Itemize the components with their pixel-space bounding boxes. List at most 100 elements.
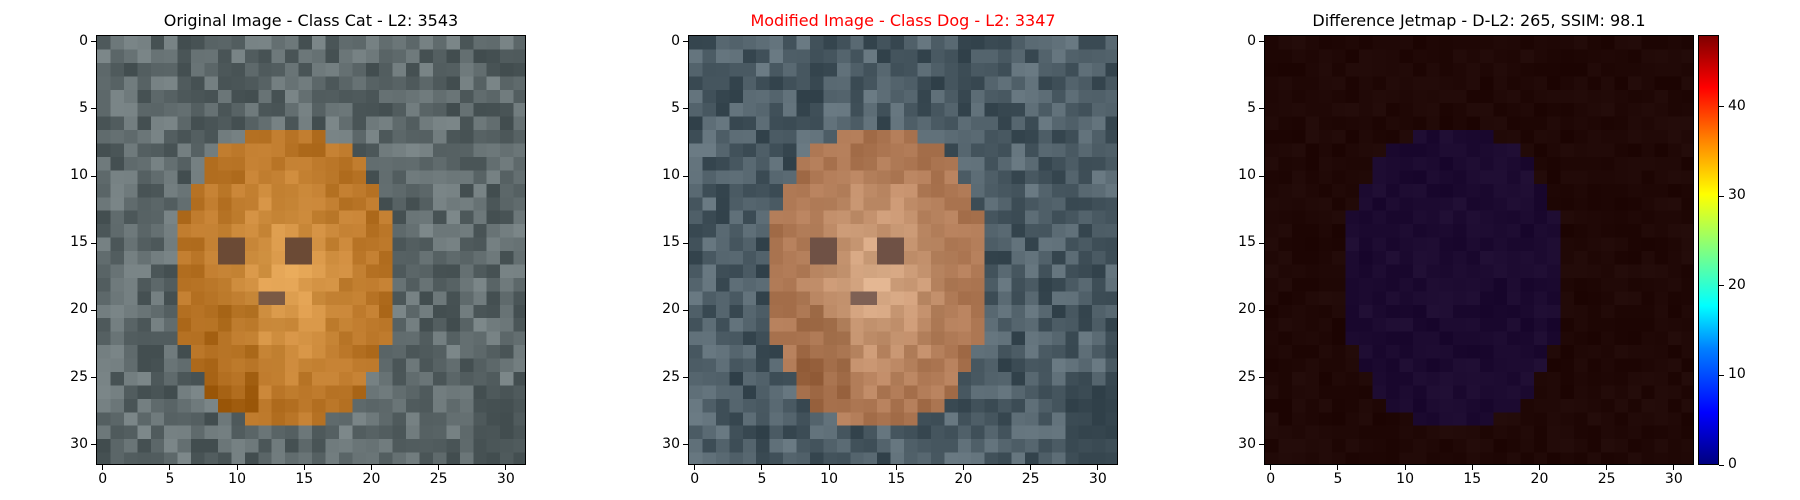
pixel-cell (500, 345, 514, 359)
x-tick (1030, 465, 1032, 470)
pixel-cell (930, 224, 945, 238)
pixel-cell (379, 398, 393, 413)
pixel-cell (1426, 439, 1440, 453)
pixel-cell (1506, 130, 1521, 144)
pixel-cell (379, 197, 393, 211)
pixel-cell (890, 425, 905, 440)
pixel-cell (1668, 62, 1682, 77)
pixel-cell (1453, 277, 1467, 292)
pixel-cell (1480, 318, 1494, 332)
pixel-cell (1011, 277, 1026, 292)
pixel-cell (1547, 304, 1561, 319)
pixel-cell (123, 439, 138, 453)
pixel-cell (392, 439, 407, 453)
pixel-cell (1105, 439, 1117, 453)
pixel-cell (904, 49, 918, 64)
pixel-cell (890, 130, 905, 144)
pixel-cell (783, 251, 797, 265)
pixel-cell (1265, 116, 1279, 131)
pixel-cell (137, 89, 152, 104)
pixel-cell (1011, 318, 1026, 332)
pixel-cell (1627, 264, 1642, 279)
pixel-cell (1600, 237, 1615, 252)
pixel-cell (231, 358, 246, 373)
pixel-cell (1560, 291, 1575, 306)
pixel-cell (809, 345, 824, 359)
pixel-cell (312, 156, 326, 171)
pixel-cell (1533, 371, 1548, 386)
pixel-cell (312, 62, 326, 77)
pixel-cell (1641, 224, 1655, 238)
pixel-cell (1092, 103, 1106, 117)
pixel-cell (836, 331, 851, 346)
pixel-cell (177, 183, 192, 198)
pixel-cell (1466, 358, 1481, 373)
pixel-cell (379, 143, 393, 158)
pixel-cell (1466, 197, 1481, 211)
pixel-cell (419, 251, 434, 265)
pixel-cell (836, 156, 851, 171)
pixel-cell (365, 224, 380, 238)
pixel-cell (1359, 224, 1373, 238)
pixel-cell (298, 36, 313, 50)
pixel-cell (863, 210, 878, 225)
pixel-cell (823, 425, 838, 440)
pixel-cell (809, 183, 824, 198)
pixel-cell (1105, 156, 1117, 171)
pixel-cell (742, 103, 757, 117)
pixel-cell (1038, 412, 1053, 426)
pixel-cell (1533, 224, 1548, 238)
pixel-cell (338, 224, 353, 238)
pixel-cell (97, 264, 111, 279)
pixel-cell (500, 103, 514, 117)
pixel-cell (1359, 130, 1373, 144)
pixel-cell (123, 156, 138, 171)
pixel-cell (1614, 385, 1629, 400)
pixel-cell (271, 210, 286, 225)
pixel-cell (769, 277, 784, 292)
pixel-cell (1466, 103, 1481, 117)
pixel-cell (971, 130, 985, 144)
pixel-cell (1439, 345, 1454, 359)
pixel-cell (715, 439, 730, 453)
pixel-cell (769, 425, 784, 440)
pixel-cell (217, 156, 232, 171)
pixel-cell (904, 452, 918, 464)
pixel-cell (742, 143, 757, 158)
pixel-cell (285, 156, 299, 171)
pixel-cell (1051, 452, 1066, 464)
pixel-cell (1533, 251, 1548, 265)
pixel-cell (877, 412, 891, 426)
pixel-cell (1105, 210, 1117, 225)
pixel-cell (419, 89, 434, 104)
y-tick-label: 0 (79, 32, 88, 49)
pixel-cell (1587, 358, 1602, 373)
y-tick (91, 108, 96, 110)
pixel-cell (1587, 264, 1602, 279)
pixel-cell (1627, 210, 1642, 225)
pixel-cell (1654, 358, 1669, 373)
pixel-cell (406, 345, 420, 359)
pixel-cell (392, 143, 407, 158)
pixel-cell (1506, 251, 1521, 265)
pixel-cell (1600, 412, 1615, 426)
pixel-cell (1399, 398, 1414, 413)
pixel-cell (1574, 89, 1588, 104)
pixel-cell (930, 36, 945, 50)
pixel-cell (850, 425, 864, 440)
pixel-cell (1493, 291, 1508, 306)
pixel-cell (957, 116, 972, 131)
pixel-cell (1105, 412, 1117, 426)
pixel-cell (1345, 210, 1360, 225)
pixel-cell (258, 183, 272, 198)
pixel-cell (1681, 385, 1693, 400)
pixel-cell (1412, 371, 1427, 386)
pixel-cell (1051, 49, 1066, 64)
pixel-cell (1533, 277, 1548, 292)
pixel-cell (1105, 385, 1117, 400)
pixel-cell (1065, 277, 1079, 292)
pixel-cell (217, 371, 232, 386)
pixel-cell (338, 371, 353, 386)
pixel-cell (204, 89, 219, 104)
pixel-cell (1385, 49, 1400, 64)
